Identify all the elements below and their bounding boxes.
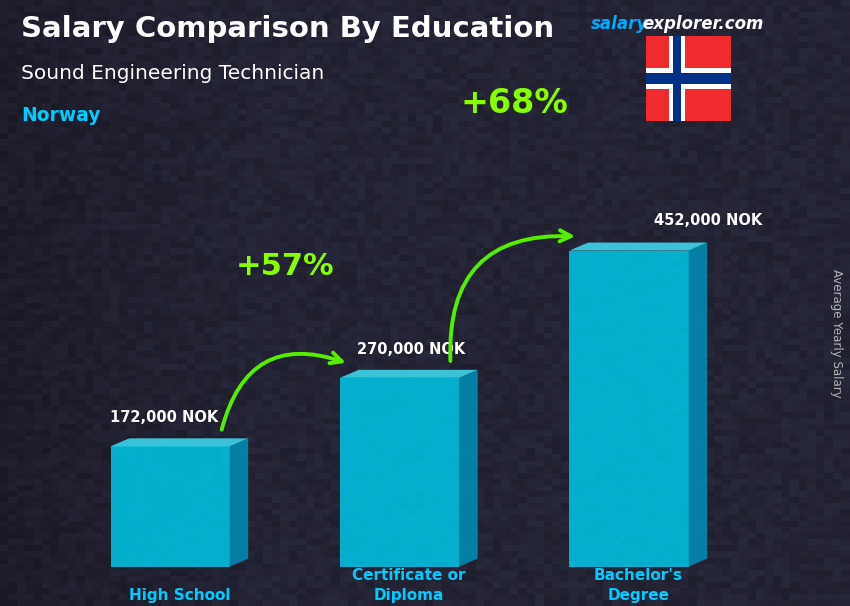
Text: Norway: Norway xyxy=(21,106,101,125)
Text: High School: High School xyxy=(128,588,230,603)
Text: explorer.com: explorer.com xyxy=(643,15,764,33)
Text: 452,000 NOK: 452,000 NOK xyxy=(654,213,762,227)
Polygon shape xyxy=(646,68,731,89)
Polygon shape xyxy=(110,447,230,567)
Text: Average Yearly Salary: Average Yearly Salary xyxy=(830,269,843,398)
Polygon shape xyxy=(688,242,707,567)
Text: salary: salary xyxy=(591,15,648,33)
Polygon shape xyxy=(646,73,731,84)
Text: 172,000 NOK: 172,000 NOK xyxy=(110,410,218,425)
Polygon shape xyxy=(110,438,248,447)
Polygon shape xyxy=(646,36,731,121)
Polygon shape xyxy=(230,438,248,567)
Text: Salary Comparison By Education: Salary Comparison By Education xyxy=(21,15,554,43)
Polygon shape xyxy=(340,378,459,567)
Polygon shape xyxy=(459,370,478,567)
Polygon shape xyxy=(669,36,684,121)
Text: +57%: +57% xyxy=(235,252,334,281)
Polygon shape xyxy=(340,370,478,378)
Text: Bachelor's
Degree: Bachelor's Degree xyxy=(594,568,683,603)
Polygon shape xyxy=(570,242,707,250)
Text: Certificate or
Diploma: Certificate or Diploma xyxy=(352,568,466,603)
Polygon shape xyxy=(570,250,688,567)
Text: 270,000 NOK: 270,000 NOK xyxy=(357,342,465,356)
Text: Sound Engineering Technician: Sound Engineering Technician xyxy=(21,64,325,82)
Text: +68%: +68% xyxy=(461,87,568,119)
Polygon shape xyxy=(673,36,681,121)
